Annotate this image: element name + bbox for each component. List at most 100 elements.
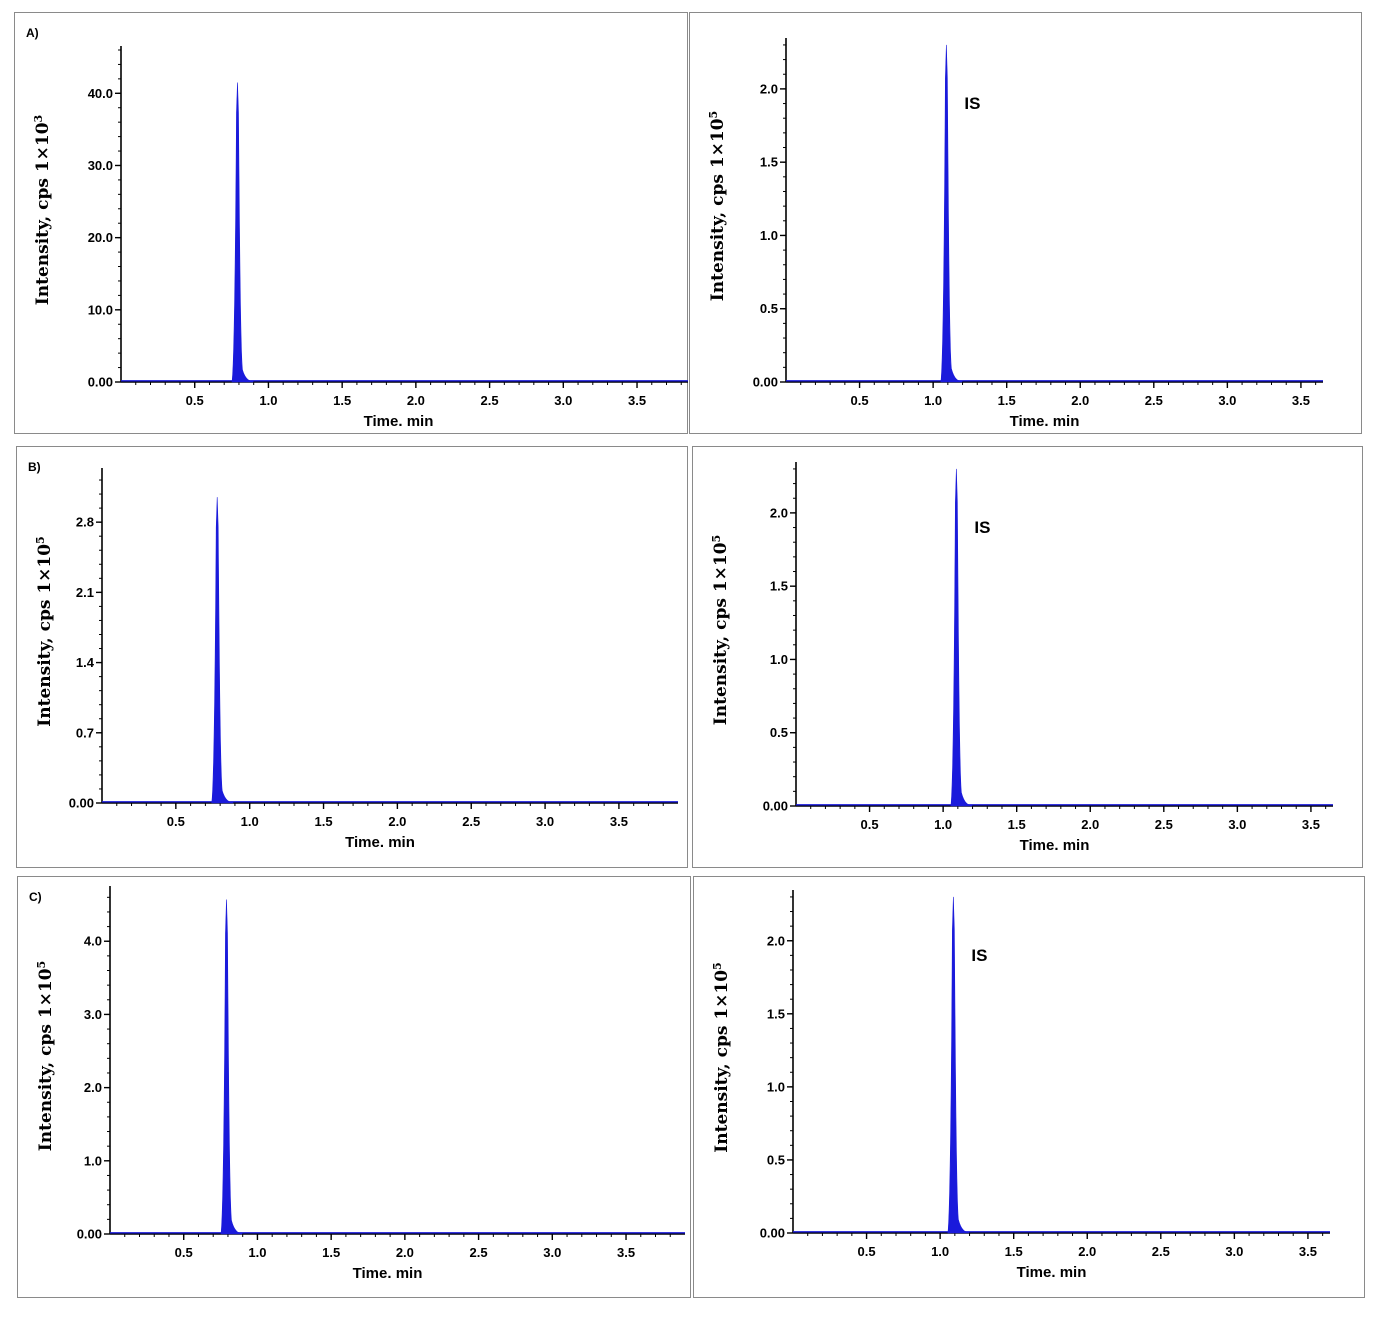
panel-frame	[17, 876, 691, 1298]
y-tick-label: 0.7	[76, 725, 94, 740]
x-tick-label: 0.5	[175, 1245, 193, 1260]
x-tick-label: 1.5	[1008, 817, 1026, 832]
y-axis-label-exponent: 5	[710, 535, 723, 543]
chromatogram-peak	[211, 497, 234, 804]
chromatogram-svg: 0.00 0.5 1.0 1.5 2.0 0.5 1.0 1.5 2.0 2.5 3.0 3.5 Tim…	[693, 876, 1365, 1298]
panel-label: C)	[29, 890, 42, 904]
y-tick-label: 4.0	[84, 934, 102, 949]
x-tick-label: 3.0	[543, 1245, 561, 1260]
peak-annotation: IS	[971, 946, 987, 965]
y-axis-label-exponent: 5	[34, 536, 47, 544]
x-tick-label: 0.5	[861, 817, 879, 832]
panel-frame	[693, 876, 1365, 1298]
x-tick-label: 2.0	[1078, 1244, 1096, 1259]
x-tick-label: 0.5	[858, 1244, 876, 1259]
x-tick-label: 1.5	[314, 814, 332, 829]
chromatogram-svg: 0.00 0.5 1.0 1.5 2.0 0.5 1.0 1.5 2.0 2.5 3.0 3.5 Tim…	[689, 12, 1362, 434]
y-tick-label: 2.0	[770, 505, 788, 520]
chromatogram-svg: 0.00 0.7 1.4 2.1 2.8 0.5 1.0 1.5 2.0 2.5 3.0 3.5 Tim…	[16, 446, 688, 868]
x-tick-label: 3.5	[1299, 1244, 1317, 1259]
y-tick-label: 0.00	[753, 375, 778, 390]
panel-frame	[689, 12, 1362, 434]
panel-frame	[692, 446, 1363, 868]
x-tick-label: 1.0	[241, 814, 259, 829]
y-tick-label: 2.1	[76, 585, 94, 600]
chromatogram-peak	[940, 44, 963, 383]
y-tick-label: 1.0	[770, 652, 788, 667]
chromatogram-peak	[231, 82, 254, 383]
x-tick-label: 2.0	[388, 814, 406, 829]
y-tick-label: 0.5	[767, 1152, 785, 1167]
panel-frame	[16, 446, 688, 868]
y-axis-label: Intensity, cps 1×103	[32, 115, 54, 305]
y-axis-label: Intensity, cps 1×105	[35, 961, 57, 1151]
chromatogram-panel: 0.00 0.5 1.0 1.5 2.0 0.5 1.0 1.5 2.0 2.5 3.0 3.5 Tim…	[692, 446, 1363, 868]
chromatogram-panel: 0.00 0.7 1.4 2.1 2.8 0.5 1.0 1.5 2.0 2.5 3.0 3.5 Tim…	[16, 446, 688, 868]
x-axis-label: Time. min	[364, 413, 434, 430]
x-axis-label: Time. min	[1020, 837, 1090, 854]
x-tick-label: 3.0	[1228, 817, 1246, 832]
chromatogram-peak	[947, 896, 970, 1234]
peak-annotation: IS	[964, 94, 980, 113]
chromatogram-peak	[220, 899, 243, 1235]
y-axis-label: Intensity, cps 1×105	[34, 536, 56, 726]
y-axis-label-base: Intensity, cps 1×10	[33, 122, 53, 305]
chromatogram-panel: 0.00 10.0 20.0 30.0 40.0 0.5 1.0 1.5 2.0 2.5 3.0 3.…	[14, 12, 688, 434]
chromatogram-peak	[950, 468, 973, 807]
x-tick-label: 1.5	[322, 1245, 340, 1260]
y-tick-label: 2.0	[84, 1080, 102, 1095]
x-axis-label: Time. min	[345, 834, 415, 851]
x-tick-label: 0.5	[186, 393, 204, 408]
x-tick-label: 3.5	[1302, 817, 1320, 832]
x-tick-label: 0.5	[167, 814, 185, 829]
y-axis-label-base: Intensity, cps 1×10	[35, 544, 55, 727]
chromatogram-panel: 0.00 1.0 2.0 3.0 4.0 0.5 1.0 1.5 2.0 2.5 3.0 3.5 Tim…	[17, 876, 691, 1298]
x-tick-label: 3.5	[1292, 393, 1310, 408]
panel-frame	[14, 12, 688, 434]
peak-annotation: IS	[974, 518, 990, 537]
y-axis-label-exponent: 5	[35, 961, 48, 969]
x-tick-label: 2.5	[462, 814, 480, 829]
y-tick-label: 0.00	[77, 1227, 102, 1242]
chromatogram-svg: 0.00 0.5 1.0 1.5 2.0 0.5 1.0 1.5 2.0 2.5 3.0 3.5 Tim…	[692, 446, 1363, 868]
y-tick-label: 40.0	[88, 86, 113, 101]
y-tick-label: 1.5	[770, 579, 788, 594]
x-tick-label: 3.0	[536, 814, 554, 829]
chromatogram-panel: 0.00 0.5 1.0 1.5 2.0 0.5 1.0 1.5 2.0 2.5 3.0 3.5 Tim…	[689, 12, 1362, 434]
chromatogram-svg: 0.00 10.0 20.0 30.0 40.0 0.5 1.0 1.5 2.0 2.5 3.0 3.…	[14, 12, 688, 434]
x-tick-label: 1.0	[924, 393, 942, 408]
x-tick-label: 2.5	[481, 393, 499, 408]
x-axis-label: Time. min	[1017, 1264, 1087, 1281]
x-tick-label: 2.5	[470, 1245, 488, 1260]
x-tick-label: 1.5	[998, 393, 1016, 408]
x-tick-label: 2.0	[407, 393, 425, 408]
y-tick-label: 20.0	[88, 230, 113, 245]
y-tick-label: 1.0	[84, 1153, 102, 1168]
x-tick-label: 1.5	[1005, 1244, 1023, 1259]
y-tick-label: 0.00	[763, 799, 788, 814]
y-tick-label: 3.0	[84, 1007, 102, 1022]
panel-label: A)	[26, 26, 39, 40]
x-tick-label: 2.0	[1071, 393, 1089, 408]
chromatogram-svg: 0.00 1.0 2.0 3.0 4.0 0.5 1.0 1.5 2.0 2.5 3.0 3.5 Tim…	[17, 876, 691, 1298]
y-tick-label: 1.5	[760, 155, 778, 170]
x-tick-label: 3.0	[1225, 1244, 1243, 1259]
y-tick-label: 0.00	[88, 375, 113, 390]
panel-label: B)	[28, 460, 41, 474]
x-tick-label: 2.5	[1145, 393, 1163, 408]
y-axis-label: Intensity, cps 1×105	[710, 535, 732, 725]
y-tick-label: 1.4	[76, 655, 95, 670]
x-tick-label: 2.0	[1081, 817, 1099, 832]
x-tick-label: 1.0	[931, 1244, 949, 1259]
x-tick-label: 2.0	[396, 1245, 414, 1260]
y-axis-label: Intensity, cps 1×105	[707, 111, 729, 301]
y-axis-label-exponent: 3	[32, 115, 45, 123]
y-tick-label: 1.5	[767, 1006, 785, 1021]
y-tick-label: 0.00	[760, 1226, 785, 1241]
y-axis-label-base: Intensity, cps 1×10	[708, 118, 728, 301]
y-axis-label-exponent: 5	[707, 111, 720, 119]
y-tick-label: 0.5	[770, 725, 788, 740]
x-tick-label: 3.5	[628, 393, 646, 408]
chromatogram-panel: 0.00 0.5 1.0 1.5 2.0 0.5 1.0 1.5 2.0 2.5 3.0 3.5 Tim…	[693, 876, 1365, 1298]
